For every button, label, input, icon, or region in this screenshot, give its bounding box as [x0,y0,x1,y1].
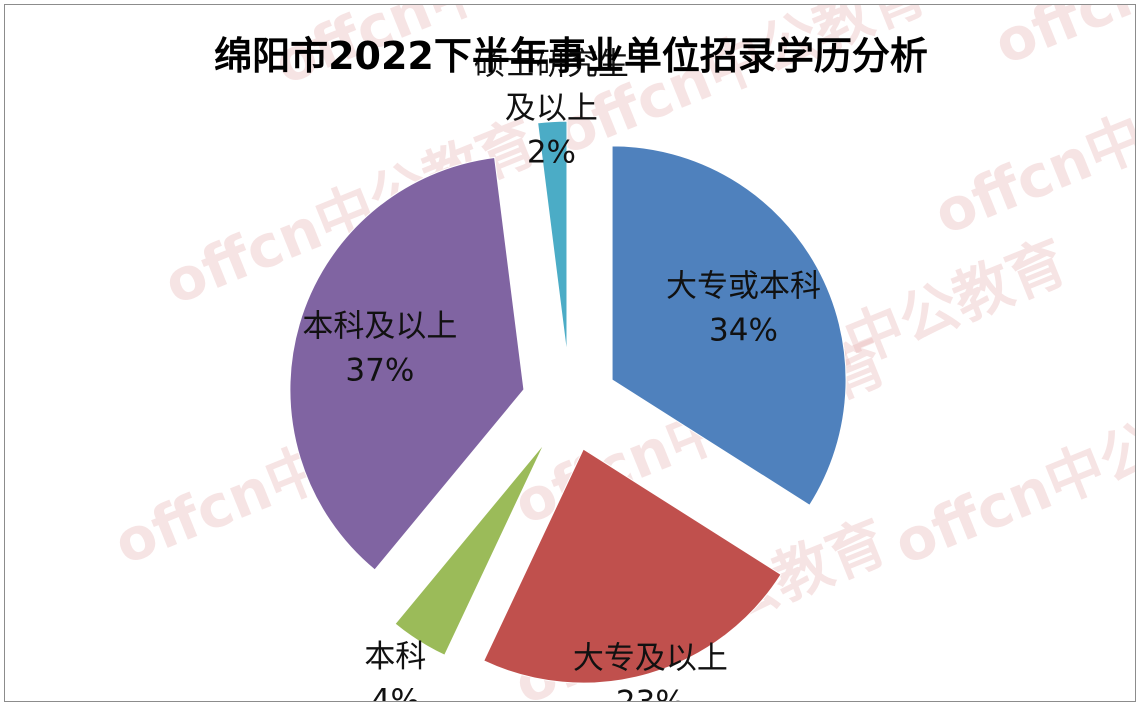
chart-title: 绵阳市2022下半年事业单位招录学历分析 [214,34,928,78]
watermark-text: offcn中公教育 [545,5,936,168]
slice-percent-label: 37% [345,353,414,389]
slice-category-label: 硕士研究生 [474,46,629,82]
slice-category-label: 本科 [364,639,426,675]
slice-category-label: 大专或本科 [666,268,821,304]
pie-slice [611,145,847,506]
slice-category-label: 大专及以上 [573,640,728,676]
slice-layer [289,120,847,684]
watermark-text: offcn中公教育 [985,5,1136,78]
slice-category-label: 及以上 [505,90,598,126]
slice-percent-label: 23% [616,684,685,702]
slice-percent-label: 4% [371,683,420,702]
watermark-text: offcn中公教育 [885,367,1136,578]
slice-category-label: 本科及以上 [302,309,457,345]
pie-slice [289,156,525,571]
slice-percent-label: 34% [709,312,778,348]
slice-percent-label: 2% [527,134,576,170]
pie-slice [537,120,568,356]
pie-slice [394,443,545,656]
chart-frame: offcn中公教育 offcn中公教育 offcn中公教育 offcn中公教育 offc… [4,4,1136,702]
pie-slice [483,448,782,684]
